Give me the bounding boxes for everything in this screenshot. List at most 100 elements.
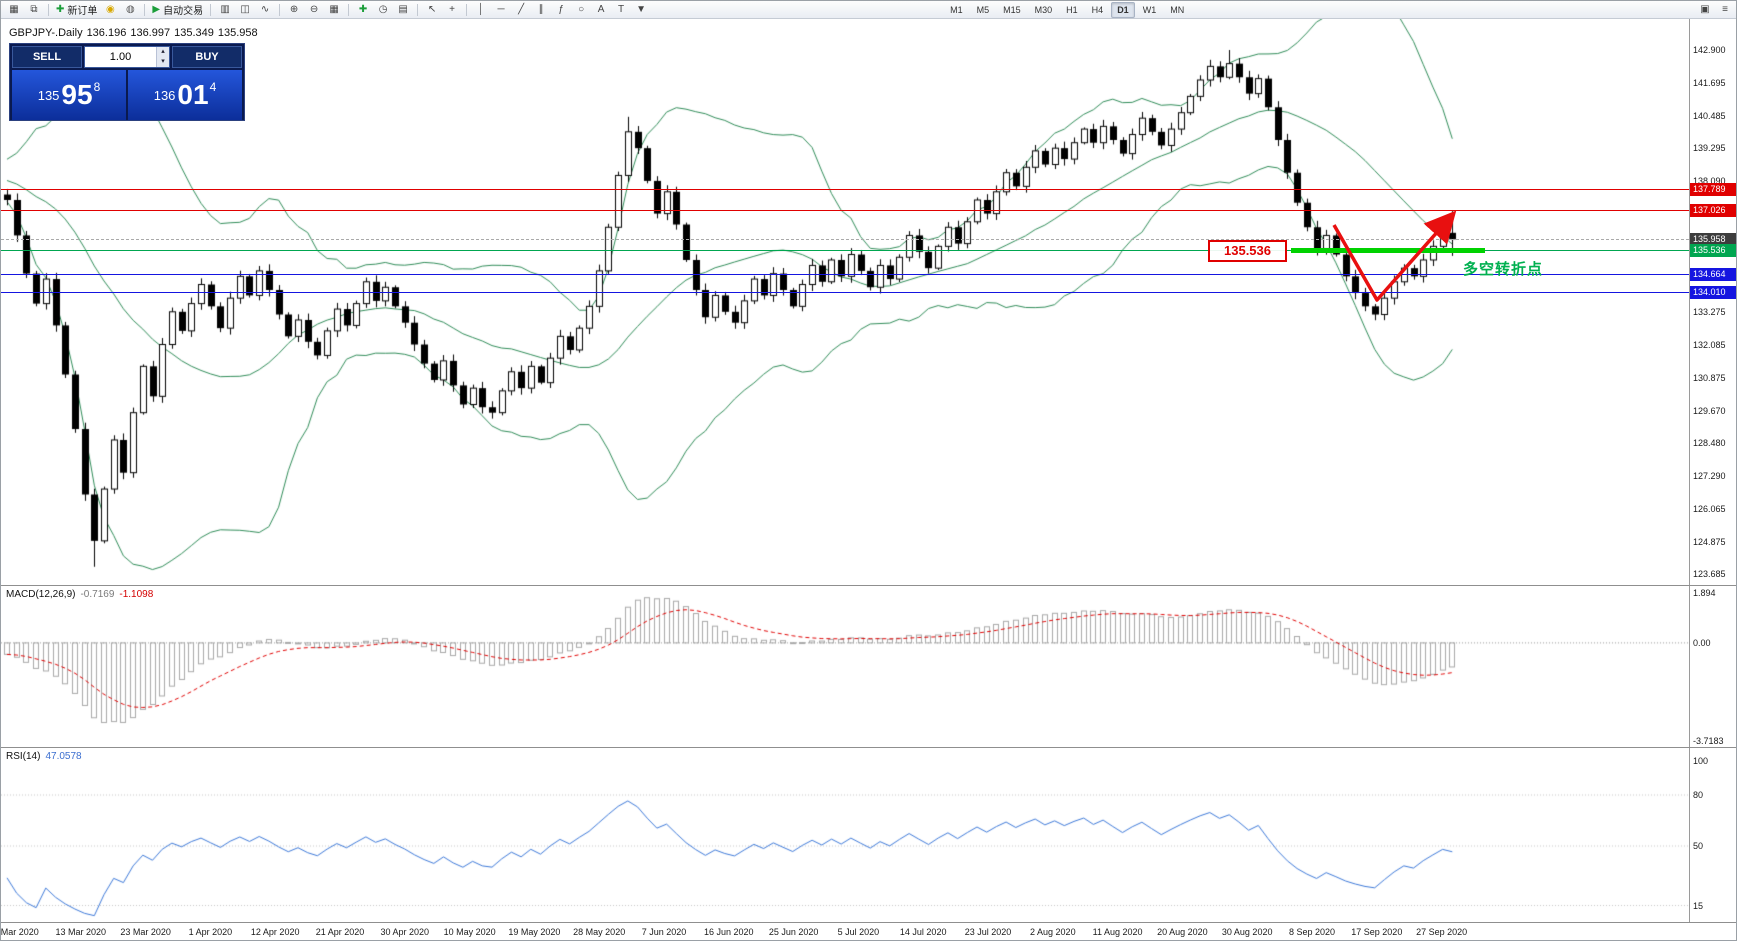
rsi-name: RSI(14)	[6, 751, 41, 762]
date-label: 23 Mar 2020	[120, 927, 171, 937]
macd-indicator-label: MACD(12,26,9) -0.7169 -1.1098	[6, 589, 153, 600]
timeframe-m5-button[interactable]: M5	[976, 4, 990, 15]
channel-icon: ∥	[538, 3, 544, 15]
toolbar-templates-button[interactable]: ▤	[394, 2, 412, 18]
support-zone-line[interactable]	[1291, 248, 1485, 253]
price-axis[interactable]: 142.900141.695140.485139.295138.090136.8…	[1689, 19, 1736, 922]
zoom-in-icon: ⊕	[289, 3, 299, 15]
volume-input[interactable]	[85, 47, 156, 67]
toolbar-indicators-button[interactable]: ✚	[354, 2, 372, 18]
price-tick: 133.275	[1693, 307, 1726, 318]
toolbar-window-menu-button[interactable]: ≡	[1716, 2, 1734, 18]
toolbar-zoom-in-button[interactable]: ⊕	[285, 2, 303, 18]
price-tick: 123.685	[1693, 568, 1726, 579]
toolbar-shapes-button[interactable]: ○	[572, 2, 590, 18]
turning-point-label[interactable]: 多空转折点	[1463, 261, 1544, 278]
horizontal-level-line-134.01[interactable]	[1, 291, 1689, 293]
panel-divider-rsi[interactable]	[1, 747, 1736, 748]
bid-integer: 135	[37, 87, 60, 103]
timeframe-m15-button[interactable]: M15	[1003, 4, 1021, 15]
volume-input-group: ▴ ▾	[84, 46, 170, 68]
toolbar-separator	[417, 3, 419, 16]
price-tick: 126.065	[1693, 504, 1726, 515]
zoom-out-icon: ⊖	[309, 3, 319, 15]
macd-tick: 1.894	[1693, 587, 1716, 598]
horizontal-level-line-135.958[interactable]	[1, 238, 1689, 240]
toolbar-fibonacci-button[interactable]: ƒ	[552, 2, 570, 18]
text-label-icon: T	[618, 3, 625, 15]
indicators-icon: ✚	[358, 3, 368, 15]
toolbar-vertical-line-button[interactable]: │	[472, 2, 490, 18]
buy-button[interactable]: BUY	[172, 46, 242, 68]
volume-down-button[interactable]: ▾	[157, 57, 169, 67]
macd-tick: -3.7183	[1693, 735, 1724, 746]
date-label: 19 May 2020	[508, 927, 561, 937]
price-tick: 130.875	[1693, 372, 1726, 383]
price-tick: 127.290	[1693, 470, 1726, 481]
date-label: 30 Apr 2020	[380, 927, 430, 937]
panel-divider-macd[interactable]	[1, 585, 1736, 586]
sell-button[interactable]: SELL	[12, 46, 82, 68]
chart-candles-icon: ◫	[240, 3, 250, 15]
horizontal-level-line-137.789[interactable]	[1, 188, 1689, 190]
price-tag-137.789: 137.789	[1690, 182, 1736, 196]
toolbar-alerts-button[interactable]: ◉	[101, 2, 119, 18]
ohlc-high: 136.997	[130, 27, 171, 39]
timeframe-h4-button[interactable]: H4	[1091, 4, 1104, 15]
volume-up-button[interactable]: ▴	[157, 47, 169, 57]
horizontal-level-line-137.026[interactable]	[1, 209, 1689, 211]
horizontal-level-line-134.664[interactable]	[1, 274, 1689, 276]
timeframe-w1-button[interactable]: W1	[1142, 4, 1157, 15]
main-chart-canvas[interactable]	[1, 19, 1689, 586]
price-tick: 128.480	[1693, 438, 1726, 449]
horizontal-level-line-135.536[interactable]	[1, 250, 1689, 252]
toolbar-new-order-button[interactable]: ✚ 新订单	[54, 2, 99, 18]
toolbar-zoom-out-button[interactable]: ⊖	[305, 2, 323, 18]
timeframe-m1-button[interactable]: M1	[950, 4, 963, 15]
time-axis[interactable]: 4 Mar 2020 13 Mar 2020 23 Mar 2020 1 Apr 20…	[1, 922, 1736, 940]
toolbar-trend-line-button[interactable]: ╱	[512, 2, 530, 18]
timeframe-mn-button[interactable]: MN	[1170, 4, 1185, 15]
toolbar-text-button[interactable]: A	[592, 2, 610, 18]
rsi-panel-canvas[interactable]	[1, 748, 1689, 921]
price-tag-137.026: 137.026	[1690, 203, 1736, 217]
price-callout-box[interactable]: 135.536	[1208, 240, 1287, 262]
toolbar-profiles-button[interactable]: ⧉	[25, 2, 43, 18]
timeframe-d1-button[interactable]: D1	[1111, 1, 1135, 18]
window-menu-icon: ≡	[1722, 3, 1728, 15]
toolbar-chart-line-button[interactable]: ∿	[256, 2, 274, 18]
price-tick: 139.295	[1693, 143, 1726, 154]
arrows-icon: ▼	[636, 3, 647, 15]
bid-pipette: 8	[93, 80, 101, 94]
toolbar-separator	[279, 3, 281, 16]
toolbar-crosshair-button[interactable]: +	[443, 2, 461, 18]
toolbar-separator	[348, 3, 350, 16]
price-tag-134.010: 134.010	[1690, 285, 1736, 299]
ask-integer: 136	[153, 87, 176, 103]
date-label: 5 Jul 2020	[837, 927, 880, 937]
toolbar-new-chart-button[interactable]: ▦	[5, 2, 23, 18]
toolbar-chart-candles-button[interactable]: ◫	[236, 2, 254, 18]
macd-panel-canvas[interactable]	[1, 586, 1689, 747]
toolbar-periods-button[interactable]: ◷	[374, 2, 392, 18]
date-label: 8 Sep 2020	[1288, 927, 1336, 937]
toolbar-chart-shift-button[interactable]: ▣	[1696, 2, 1714, 18]
toolbar-text-label-button[interactable]: T	[612, 2, 630, 18]
price-tick: 129.670	[1693, 405, 1726, 416]
cursor-icon: ↖	[427, 3, 437, 15]
bid-price-display: 135 95 8	[12, 70, 126, 120]
toolbar-chart-bars-button[interactable]: ▥	[216, 2, 234, 18]
toolbar-auto-trading-button[interactable]: ▶ 自动交易	[150, 2, 205, 18]
toolbar-tile-windows-button[interactable]: ▦	[325, 2, 343, 18]
timeframe-h1-button[interactable]: H1	[1066, 4, 1078, 15]
toolbar-right-group: ▣ ≡	[1695, 2, 1735, 18]
profiles-icon: ⧉	[30, 3, 38, 15]
toolbar-arrows-button[interactable]: ▼	[632, 2, 650, 18]
toolbar-cursor-button[interactable]: ↖	[423, 2, 441, 18]
timeframe-m30-button[interactable]: M30	[1034, 4, 1053, 15]
toolbar-channel-button[interactable]: ∥	[532, 2, 550, 18]
toolbar-horizontal-line-button[interactable]: ─	[492, 2, 510, 18]
date-label: 25 Jun 2020	[768, 927, 819, 937]
toolbar-market-watch-button[interactable]: ◍	[121, 2, 139, 18]
